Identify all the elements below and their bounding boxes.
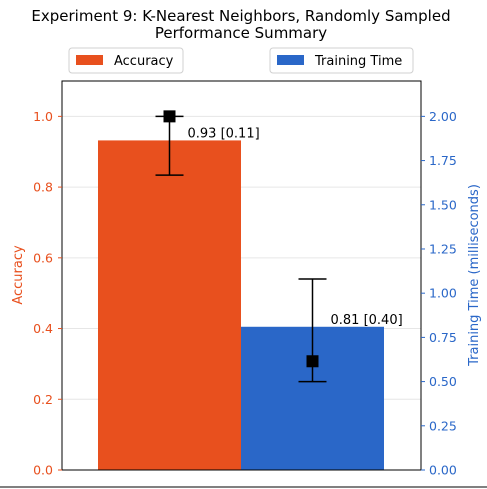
error-bars bbox=[155, 110, 327, 383]
right-axis-label: Training Time (milliseconds) bbox=[467, 184, 482, 367]
legend-box bbox=[68, 47, 184, 74]
right-tick-label: 1.00 bbox=[429, 286, 457, 301]
bar-accuracy bbox=[98, 140, 241, 471]
left-axis-ticks: 0.0 0.2 0.4 0.6 0.8 1.0 bbox=[33, 109, 62, 478]
plot-border bbox=[61, 80, 422, 471]
right-tick-label: 0.00 bbox=[429, 463, 457, 478]
right-tick-label: 0.25 bbox=[429, 418, 457, 433]
chart-title-line1: Experiment 9: K-Nearest Neighbors, Rando… bbox=[31, 7, 450, 25]
left-tick-label: 0.6 bbox=[33, 250, 53, 265]
left-tick-label: 0.2 bbox=[33, 392, 53, 407]
right-tick-label: 2.00 bbox=[429, 109, 457, 124]
legend-swatch bbox=[76, 55, 103, 65]
legend-box bbox=[269, 47, 414, 74]
data-labels: 0.93 [0.11] 0.81 [0.40] bbox=[188, 126, 403, 327]
right-tick-label: 0.75 bbox=[429, 330, 457, 345]
left-axis-label: Accuracy bbox=[11, 245, 26, 305]
legend-label: Accuracy bbox=[114, 54, 174, 69]
marker-square bbox=[306, 355, 319, 368]
marker-square bbox=[163, 110, 176, 123]
left-tick-label: 0.0 bbox=[33, 463, 53, 478]
right-tick-label: 0.50 bbox=[429, 374, 457, 389]
legend-swatch bbox=[277, 55, 304, 65]
left-tick-label: 0.4 bbox=[33, 321, 53, 336]
right-tick-label: 1.25 bbox=[429, 241, 457, 256]
right-tick-label: 1.75 bbox=[429, 153, 457, 168]
chart-title-line2: Performance Summary bbox=[155, 24, 327, 42]
left-tick-label: 1.0 bbox=[33, 109, 53, 124]
left-tick-label: 0.8 bbox=[33, 180, 53, 195]
data-label: 0.93 [0.11] bbox=[188, 126, 260, 141]
legend-label: Training Time bbox=[314, 54, 402, 69]
legend: Accuracy Training Time bbox=[68, 47, 414, 74]
right-axis-ticks: 0.00 0.25 0.50 0.75 1.00 1.25 1.50 1.75 2.00 bbox=[421, 109, 457, 478]
bars bbox=[98, 140, 384, 471]
right-tick-label: 1.50 bbox=[429, 197, 457, 212]
data-label: 0.81 [0.40] bbox=[331, 313, 403, 328]
plot-frame bbox=[61, 80, 422, 471]
